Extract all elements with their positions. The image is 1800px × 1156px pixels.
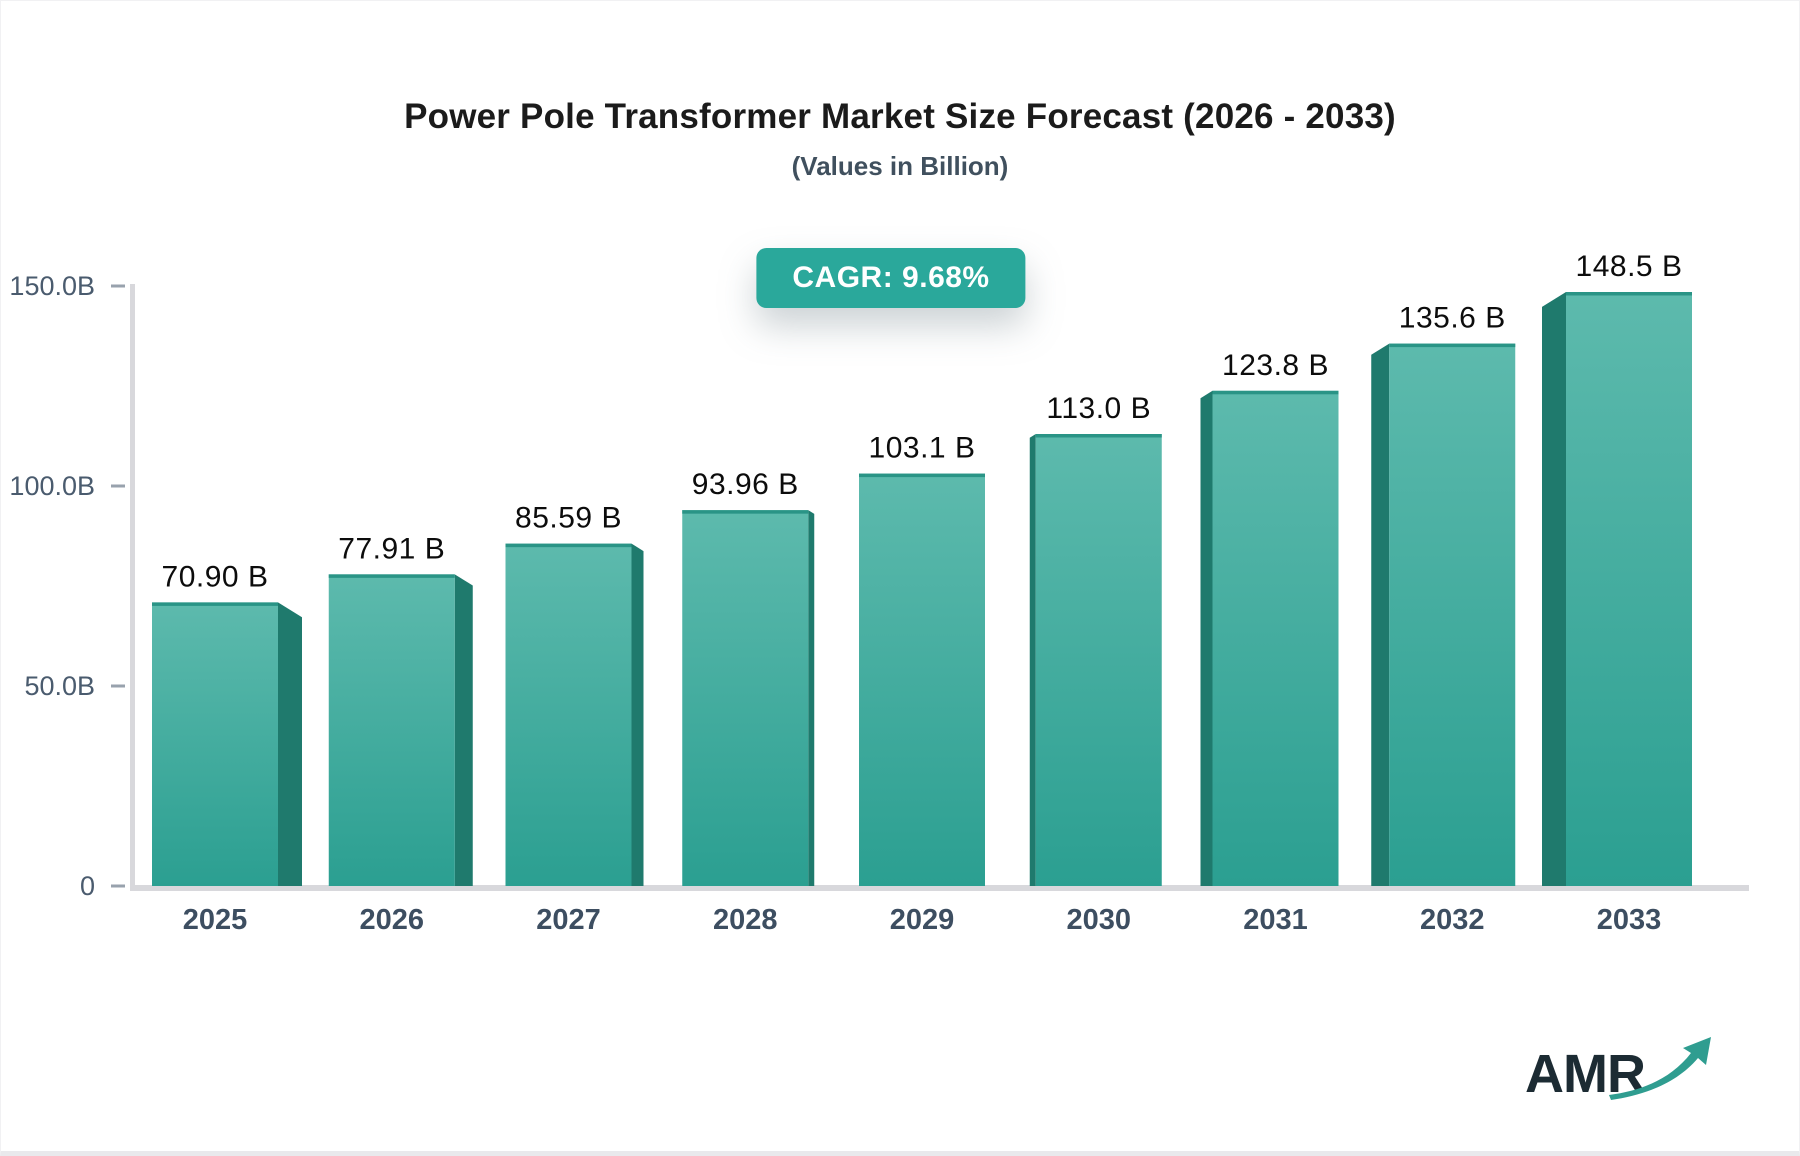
bar-side-face [631, 543, 644, 886]
y-axis-line [130, 284, 135, 890]
chart-title: Power Pole Transformer Market Size Forec… [404, 97, 1396, 136]
bar-2026: 77.91 B 2026 [328, 532, 473, 936]
bar-2031: 123.8 B 2031 [1200, 349, 1339, 936]
bar-side-face [278, 602, 302, 886]
x-axis-line [130, 885, 1749, 891]
bar-top-edge [859, 473, 985, 478]
x-category-label: 2031 [1243, 904, 1308, 936]
bar-side-face [1542, 292, 1566, 886]
cagr-badge: CAGR: 9.68% [756, 248, 1026, 308]
bar-2027: 85.59 B 2027 [505, 502, 644, 936]
bar-front-face [859, 473, 985, 886]
bar-2028: 93.96 B 2028 [682, 468, 815, 936]
y-tick-label: 150.0B [9, 271, 95, 301]
bar-front-face [682, 510, 809, 886]
bar-value-label: 77.91 B [338, 532, 445, 565]
bar-top-edge [1212, 390, 1339, 395]
bar-value-label: 123.8 B [1222, 349, 1329, 382]
bar-value-label: 93.96 B [692, 468, 799, 501]
bar-top-edge [328, 574, 455, 578]
bar-front-face [328, 574, 455, 886]
x-category-label: 2028 [713, 904, 778, 936]
bar-2025: 70.90 B 2025 [152, 560, 302, 936]
bar-front-face [152, 602, 278, 886]
bar-top-edge [1566, 292, 1692, 296]
bar-value-label: 113.0 B [1046, 392, 1151, 425]
bar-front-face [505, 543, 632, 886]
bar-value-label: 70.90 B [162, 560, 269, 593]
y-tick-mark [111, 284, 125, 288]
bar-top-edge [1035, 434, 1162, 438]
bar-front-face [1566, 292, 1692, 886]
bar-2033: 148.5 B 2033 [1542, 250, 1692, 936]
bar-front-face [1212, 390, 1339, 886]
x-category-label: 2025 [183, 904, 248, 936]
x-category-label: 2026 [359, 904, 424, 936]
bar-side-face [1371, 343, 1390, 887]
bar-2030: 113.0 B 2030 [1029, 392, 1162, 936]
amr-logo: AMR [1525, 1037, 1725, 1119]
y-tick-label: 100.0B [9, 471, 95, 501]
bar-side-face [1029, 434, 1036, 886]
chart-subtitle: (Values in Billion) [791, 151, 1009, 181]
growth-arrow-icon [1609, 1037, 1711, 1100]
y-tick-label: 0 [80, 871, 95, 901]
bar-value-label: 135.6 B [1399, 302, 1506, 335]
bar-front-face [1035, 434, 1162, 886]
y-tick-mark [111, 684, 125, 688]
bar-2029: 103.1 B 2029 [859, 432, 985, 936]
y-tick-label: 50.0B [24, 671, 95, 701]
x-category-label: 2027 [536, 904, 601, 936]
y-tick-mark [111, 484, 125, 488]
bar-front-face [1389, 343, 1516, 887]
bar-2032: 135.6 B 2032 [1371, 302, 1516, 936]
x-category-label: 2032 [1420, 904, 1485, 936]
x-category-label: 2030 [1066, 904, 1131, 936]
bar-top-edge [152, 602, 278, 606]
bar-top-edge [1389, 343, 1516, 348]
bar-value-label: 148.5 B [1576, 250, 1683, 283]
bar-value-label: 85.59 B [515, 502, 622, 535]
bar-value-label: 103.1 B [869, 432, 976, 465]
x-category-label: 2029 [890, 904, 955, 936]
bar-top-edge [682, 510, 809, 514]
bar-top-edge [505, 543, 632, 548]
bar-side-face [454, 574, 473, 886]
y-tick-mark [111, 884, 125, 888]
x-category-label: 2033 [1597, 904, 1662, 936]
bar-side-face [1200, 390, 1213, 886]
bar-side-face [808, 510, 815, 886]
